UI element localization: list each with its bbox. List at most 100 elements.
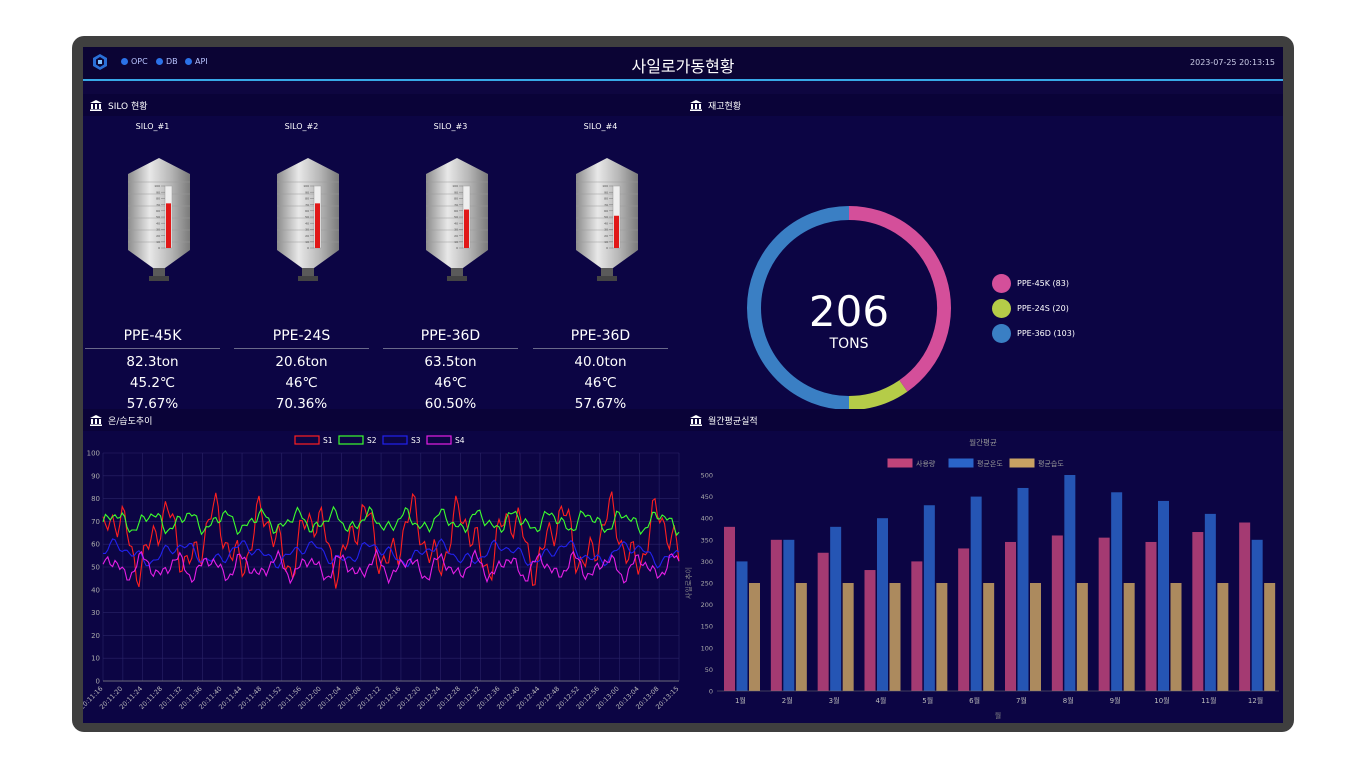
bar xyxy=(1051,535,1063,691)
silo-hopper xyxy=(576,250,638,268)
x-tick-label: 5월 xyxy=(922,696,933,705)
gauge-tick-label: 20 xyxy=(604,234,608,238)
legend-swatch xyxy=(426,435,452,445)
app-logo-icon xyxy=(93,54,107,70)
status-dot-icon xyxy=(185,58,192,65)
bar xyxy=(1251,539,1263,691)
divider xyxy=(533,348,668,349)
bar xyxy=(1111,492,1123,691)
y-tick-label: 400 xyxy=(701,515,713,523)
silo-card: SILO_#1 100 90 80 70 60 50 40 30 20 10 0 PPE-45K 8… xyxy=(85,116,220,412)
y-tick-label: 300 xyxy=(701,558,713,566)
gauge-tick-label: 40 xyxy=(305,221,309,225)
legend-swatch xyxy=(887,458,913,468)
gauge-tick-label: 50 xyxy=(454,215,458,219)
bar xyxy=(1145,541,1157,691)
y-tick-label: 90 xyxy=(91,472,100,480)
bar xyxy=(770,539,782,691)
gauge-tick-label: 30 xyxy=(305,228,309,232)
silo-body xyxy=(128,174,190,250)
donut-slice xyxy=(848,380,908,410)
gauge-tick-label: 100 xyxy=(154,184,160,188)
y-tick-label: 40 xyxy=(91,586,100,594)
silo-product: PPE-36D xyxy=(420,328,481,344)
gauge-tick-label: 50 xyxy=(305,215,309,219)
silo-card: SILO_#3 100 90 80 70 60 50 40 30 20 10 0 PPE-36D 6… xyxy=(383,116,518,412)
bar xyxy=(1192,532,1204,691)
gauge-tick-label: 10 xyxy=(156,240,160,244)
gauge-tick-label: 80 xyxy=(604,197,608,201)
status-dot-icon xyxy=(121,58,128,65)
silo-roof xyxy=(576,158,638,174)
bar xyxy=(842,583,854,691)
legend-dot-icon xyxy=(992,299,1011,318)
gauge-tick-label: 10 xyxy=(604,240,608,244)
donut-total: 206 xyxy=(809,287,889,336)
legend-item[interactable]: PPE-36D (103) xyxy=(992,324,1075,343)
gauge-tick-label: 40 xyxy=(604,221,608,225)
silo-body xyxy=(277,174,339,250)
bar xyxy=(911,561,923,691)
divider xyxy=(383,348,518,349)
silo-base xyxy=(447,276,467,281)
x-tick-label: 2월 xyxy=(782,696,793,705)
panel-title: SILO 현황 xyxy=(108,101,148,112)
bar xyxy=(795,583,807,691)
legend-swatch xyxy=(294,435,320,445)
y-tick-label: 60 xyxy=(91,541,100,549)
bar xyxy=(1030,583,1041,691)
series-line xyxy=(102,505,680,537)
y-tick-label: 200 xyxy=(701,601,713,609)
y-tick-label: 100 xyxy=(701,644,713,652)
gauge-tick-label: 20 xyxy=(305,234,309,238)
gauge-tick-label: 0 xyxy=(307,246,309,250)
gauge-tick-label: 80 xyxy=(454,197,458,201)
y-tick-label: 80 xyxy=(91,495,100,503)
chart-title: 월간평균 xyxy=(969,437,997,447)
silo-base xyxy=(298,276,318,281)
x-tick-label: 4월 xyxy=(875,696,886,705)
bar xyxy=(1170,583,1182,691)
silo-temp: 46℃ xyxy=(285,375,318,391)
silo-weight: 20.6ton xyxy=(275,354,328,370)
legend-label: S1 xyxy=(323,436,333,445)
inventory-panel: 재고현황 206 TONS PPE-45K (83) PPE-24S (20) … xyxy=(683,94,1283,410)
legend-item[interactable]: PPE-45K (83) xyxy=(992,274,1069,293)
gauge-tick-label: 30 xyxy=(156,228,160,232)
silo-graphic: 100 90 80 70 60 50 40 30 20 10 0 xyxy=(425,158,489,290)
building-icon xyxy=(90,99,102,111)
gauge-tick-label: 90 xyxy=(604,190,608,194)
legend-label: 평균습도 xyxy=(1038,459,1064,468)
legend-item[interactable]: PPE-24S (20) xyxy=(992,299,1069,318)
status-api: API xyxy=(185,57,208,66)
x-tick-label: 12월 xyxy=(1248,696,1263,705)
dashboard-screen: OPC DB API 사일로가동현황 2023-07-25 20:13:15 S… xyxy=(83,47,1283,723)
bar xyxy=(1064,475,1076,691)
gauge-fill xyxy=(464,209,469,248)
x-tick-label: 1월 xyxy=(735,696,746,705)
gauge-tick-label: 20 xyxy=(454,234,458,238)
y-tick-label: 150 xyxy=(701,623,713,631)
gauge-tick-label: 60 xyxy=(305,209,309,213)
silo-product: PPE-24S xyxy=(272,328,331,344)
silo-panel: SILO 현황 SILO_#1 100 90 80 70 60 50 40 30 20 10 0 P… xyxy=(83,94,683,412)
gauge-tick-label: 60 xyxy=(454,209,458,213)
building-icon xyxy=(90,414,102,426)
legend-label: S3 xyxy=(411,436,421,445)
bar xyxy=(1158,500,1169,691)
y-tick-label: 450 xyxy=(701,493,713,501)
gauge-tick-label: 0 xyxy=(158,246,160,250)
silo-humidity: 57.67% xyxy=(574,396,627,412)
divider xyxy=(85,348,220,349)
x-tick-label: 7월 xyxy=(1016,696,1027,705)
gauge-tick-label: 10 xyxy=(305,240,309,244)
silo-humidity: 57.67% xyxy=(126,396,179,412)
series-line xyxy=(102,548,680,585)
monthly-panel: 월간평균실적 월간평균 사용량 평균온도 평균습도 0 50 100 150 200 250 300… xyxy=(683,409,1283,723)
silo-graphic: 100 90 80 70 60 50 40 30 20 10 0 xyxy=(276,158,340,290)
legend-label: 평균온도 xyxy=(977,459,1003,468)
bar xyxy=(1123,583,1135,691)
